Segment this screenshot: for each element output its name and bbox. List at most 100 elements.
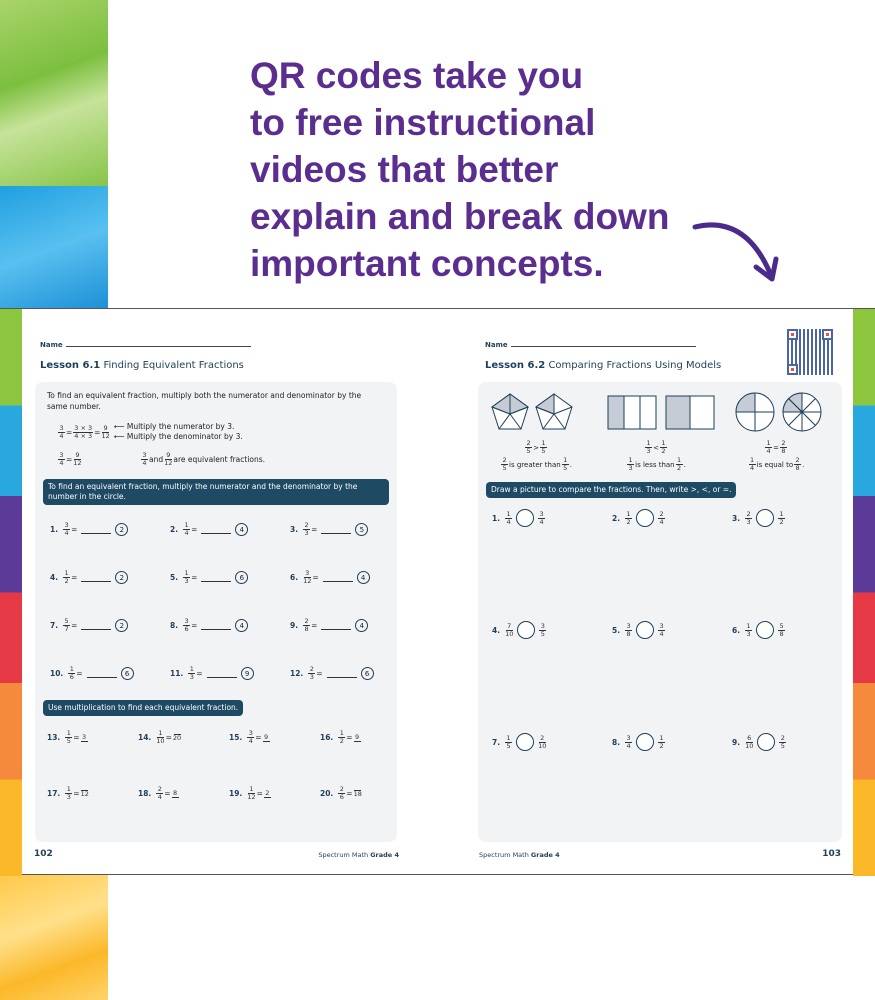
numerator: 3 (247, 729, 255, 738)
problem-item: 17. 1 3 = 12 (47, 786, 90, 801)
problem-item: 8. 3 6 = 4 (170, 618, 249, 633)
text: . (683, 460, 686, 469)
answer-blank[interactable] (206, 670, 237, 678)
compare-circle[interactable] (517, 621, 536, 639)
problem-number: 3. (290, 525, 299, 534)
problem-number: 4. (492, 625, 501, 635)
pentagon-model-icon (490, 393, 573, 430)
text: = (73, 733, 80, 742)
headline-line: important concepts. (250, 243, 604, 284)
denominator: 3 (746, 517, 751, 526)
text: = (773, 443, 779, 452)
multiplier-circle: 6 (360, 667, 374, 680)
problem-number: 9. (290, 621, 299, 630)
problem-number: 6. (732, 625, 741, 635)
numerator: 1 (247, 785, 255, 794)
answer-blank[interactable] (326, 670, 357, 678)
denominator: 3 (184, 577, 189, 585)
denominator: 5 (563, 464, 568, 472)
denominator: 4 (626, 741, 631, 750)
answer-blank[interactable] (81, 574, 112, 582)
numerator: 5 (778, 621, 786, 631)
answer-blank[interactable] (201, 526, 232, 534)
problem-number: 6. (290, 573, 299, 582)
denominator: 10 (538, 741, 547, 750)
answer-blank[interactable] (201, 574, 232, 582)
text: = (346, 733, 353, 742)
answer-blank[interactable] (322, 574, 353, 582)
denominator: 2 (661, 447, 666, 455)
compare-item: 5. 3 8 3 4 (612, 621, 666, 639)
decorative-yellow-strip (0, 875, 108, 1000)
denominator: 4 (248, 737, 253, 745)
text: = (164, 789, 171, 798)
denominator: 4 (659, 517, 664, 526)
denominator: 5 (506, 741, 511, 750)
text: is equal to (756, 460, 794, 469)
answer-blank[interactable] (86, 670, 117, 678)
problem-number: 9. (732, 737, 741, 747)
denominator: 4 (659, 629, 664, 638)
numerator: 1 (627, 456, 635, 465)
compare-circle[interactable] (516, 509, 535, 527)
numerator: 1 (505, 733, 513, 743)
numerator: 1 (156, 729, 164, 738)
qr-code[interactable] (787, 329, 833, 375)
denominator: 12 (247, 793, 256, 801)
denominator: 5 (541, 447, 546, 455)
text: is less than (635, 460, 675, 469)
compare-circle[interactable] (756, 621, 775, 639)
problem-number: 16. (320, 733, 334, 742)
numerator: 9 (262, 732, 270, 742)
numerator: 2 (779, 733, 787, 743)
denominator: 3 (746, 629, 751, 638)
multiplier-circle: 9 (240, 667, 254, 680)
left-page: Name Lesson 6.1 Finding Equivalent Fract… (22, 309, 437, 876)
denominator: 3 (646, 447, 651, 455)
problem-number: 3. (732, 513, 741, 523)
multiplier-circle: 6 (235, 571, 249, 584)
answer-blank[interactable] (321, 526, 352, 534)
numerator: 2 (538, 733, 546, 743)
answer-blank[interactable] (201, 622, 232, 630)
problem-item: 13. 1 5 = 3 (47, 730, 89, 745)
compare-item: 2. 1 2 2 4 (612, 509, 666, 527)
compare-circle[interactable] (636, 509, 655, 527)
answer-blank[interactable] (321, 622, 352, 630)
text: < (653, 443, 659, 452)
numerator: 3 (141, 451, 148, 460)
name-field: Name (485, 341, 696, 349)
answer-blank[interactable] (81, 622, 112, 630)
headline-line: videos that better (250, 149, 559, 190)
fraction: 1 10 (156, 730, 164, 745)
numerator: 6 (745, 733, 753, 743)
fraction: 3 (80, 733, 88, 742)
problem-number: 14. (138, 733, 152, 742)
compare-circle[interactable] (757, 733, 776, 751)
fraction: 9 (262, 732, 270, 742)
denominator: 8 (781, 447, 786, 455)
compare-circle[interactable] (516, 733, 535, 751)
numerator: 2 (794, 456, 802, 465)
numerator: 2 (156, 785, 164, 794)
numerator: 1 (65, 785, 73, 794)
compare-circle[interactable] (636, 621, 655, 639)
denominator: 18 (353, 789, 362, 798)
compare-item: 3. 2 3 1 2 (732, 509, 786, 527)
compare-circle[interactable] (636, 733, 655, 751)
compare-circle[interactable] (756, 509, 775, 527)
fraction: 2 (263, 789, 271, 798)
numerator: 3 (63, 521, 71, 530)
answer-blank[interactable] (81, 526, 112, 534)
color-tab-right (853, 309, 875, 876)
numerator: 1 (745, 621, 753, 631)
